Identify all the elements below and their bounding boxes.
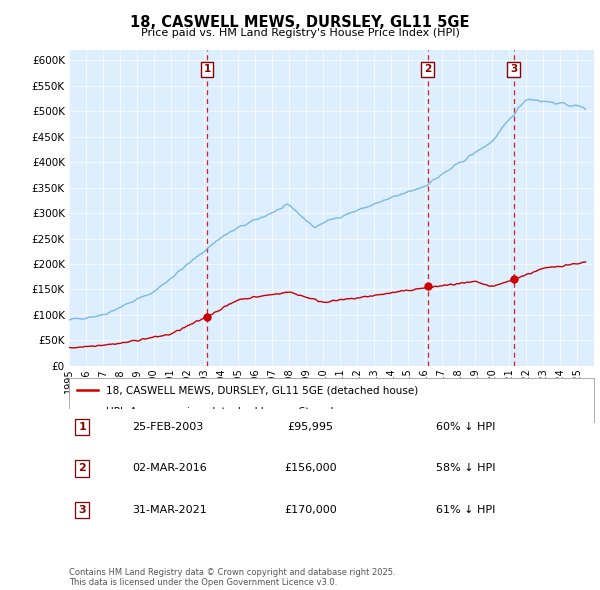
Text: 25-FEB-2003: 25-FEB-2003 [132, 422, 203, 432]
Text: 02-MAR-2016: 02-MAR-2016 [132, 464, 207, 473]
Text: £95,995: £95,995 [287, 422, 334, 432]
Text: 3: 3 [79, 505, 86, 514]
Text: 1: 1 [203, 64, 211, 74]
Text: Contains HM Land Registry data © Crown copyright and database right 2025.
This d: Contains HM Land Registry data © Crown c… [69, 568, 395, 587]
Text: 3: 3 [510, 64, 517, 74]
Text: 18, CASWELL MEWS, DURSLEY, GL11 5GE: 18, CASWELL MEWS, DURSLEY, GL11 5GE [130, 15, 470, 30]
Text: 2: 2 [424, 64, 431, 74]
Text: HPI: Average price, detached house, Stroud: HPI: Average price, detached house, Stro… [106, 407, 333, 417]
Text: 31-MAR-2021: 31-MAR-2021 [132, 505, 207, 514]
Text: 18, CASWELL MEWS, DURSLEY, GL11 5GE (detached house): 18, CASWELL MEWS, DURSLEY, GL11 5GE (det… [106, 386, 418, 396]
Text: 1: 1 [78, 422, 86, 432]
Text: £156,000: £156,000 [284, 464, 337, 473]
Text: 61% ↓ HPI: 61% ↓ HPI [437, 505, 496, 514]
Text: Price paid vs. HM Land Registry's House Price Index (HPI): Price paid vs. HM Land Registry's House … [140, 28, 460, 38]
Text: 60% ↓ HPI: 60% ↓ HPI [437, 422, 496, 432]
Text: 58% ↓ HPI: 58% ↓ HPI [437, 464, 496, 473]
Text: £170,000: £170,000 [284, 505, 337, 514]
Text: 2: 2 [78, 464, 86, 473]
